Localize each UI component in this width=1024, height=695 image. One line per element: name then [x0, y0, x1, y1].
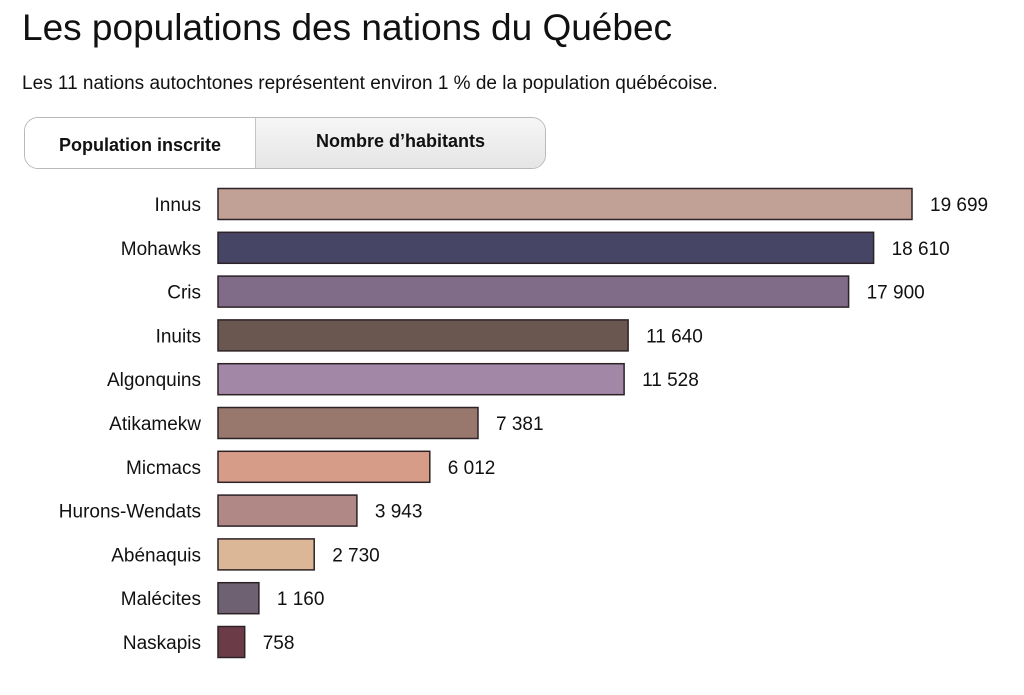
value-label-cris: 17 900 — [867, 283, 925, 304]
bar-mohawks[interactable] — [217, 231, 875, 265]
value-label-mohawks: 18 610 — [892, 239, 950, 260]
page-subtitle: Les 11 nations autochtones représentent … — [22, 73, 718, 94]
bar-atikamekw[interactable] — [217, 406, 479, 440]
bar-naskapis[interactable] — [217, 625, 246, 659]
category-label-micmacs: Micmacs — [126, 458, 201, 479]
value-label-innus: 19 699 — [930, 195, 988, 216]
value-label-algonquins: 11 528 — [642, 370, 699, 391]
category-label-malecites: Malécites — [121, 589, 201, 610]
value-label-abenaquis: 2 730 — [332, 545, 380, 566]
bar-inuits[interactable] — [217, 319, 629, 352]
bar-abenaquis[interactable] — [217, 538, 315, 571]
bar-micmacs[interactable] — [217, 450, 431, 484]
category-label-innus: Innus — [155, 195, 201, 216]
bar-innus[interactable] — [217, 187, 913, 221]
page-title: Les populations des nations du Québec — [22, 7, 673, 48]
value-label-atikamekw: 7 381 — [496, 414, 544, 435]
tab-population-inscrite[interactable]: Population inscrite — [25, 118, 255, 168]
category-label-naskapis: Naskapis — [123, 633, 201, 654]
category-label-inuits: Inuits — [156, 326, 201, 347]
category-label-abenaquis: Abénaquis — [111, 545, 201, 566]
category-label-hurons-wendats: Hurons-Wendats — [59, 502, 201, 523]
category-label-mohawks: Mohawks — [121, 239, 201, 260]
value-label-micmacs: 6 012 — [448, 458, 496, 479]
tab-group: Population inscrite Nombre d’habitants — [24, 117, 546, 169]
value-label-inuits: 11 640 — [646, 326, 703, 347]
bar-algonquins[interactable] — [217, 362, 625, 396]
value-label-malecites: 1 160 — [277, 589, 325, 610]
bar-malecites[interactable] — [217, 581, 260, 615]
bar-hurons-wendats[interactable] — [217, 494, 358, 527]
value-label-hurons-wendats: 3 943 — [375, 502, 423, 523]
category-label-cris: Cris — [167, 283, 201, 304]
bar-cris[interactable] — [217, 275, 850, 308]
value-label-naskapis: 758 — [263, 633, 295, 654]
category-label-atikamekw: Atikamekw — [109, 414, 201, 435]
tab-nombre-habitants[interactable]: Nombre d’habitants — [255, 118, 545, 168]
category-label-algonquins: Algonquins — [107, 370, 201, 391]
